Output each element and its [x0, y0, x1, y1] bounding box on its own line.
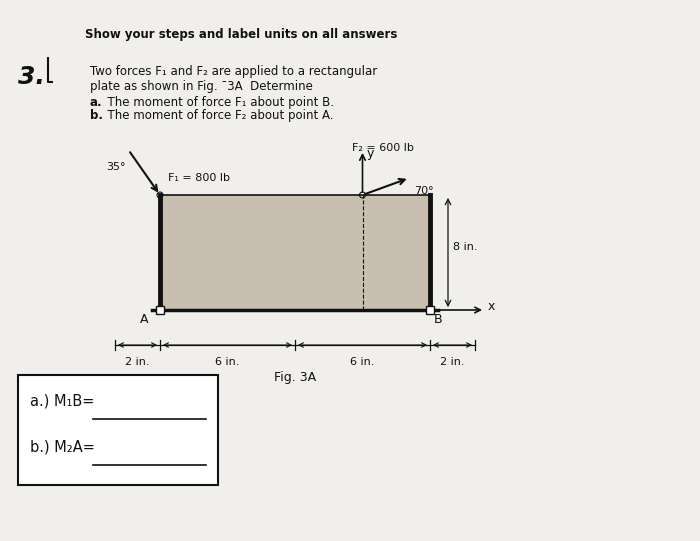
Text: 6 in.: 6 in.: [216, 357, 239, 367]
Text: 70°: 70°: [414, 186, 434, 196]
Text: plate as shown in Fig. ¯3A  Determine: plate as shown in Fig. ¯3A Determine: [90, 80, 313, 93]
Text: b.: b.: [90, 109, 103, 122]
Text: The moment of force F₁ about point B.: The moment of force F₁ about point B.: [100, 96, 334, 109]
Text: a.) M₁B=: a.) M₁B=: [30, 393, 94, 408]
Text: Two forces F₁ and F₂ are applied to a rectangular: Two forces F₁ and F₂ are applied to a re…: [90, 65, 377, 78]
Text: 2 in.: 2 in.: [125, 357, 150, 367]
Text: F₁ = 800 lb: F₁ = 800 lb: [168, 173, 230, 183]
Text: 35°: 35°: [106, 162, 126, 172]
Text: 2 in.: 2 in.: [440, 357, 465, 367]
Text: A: A: [139, 313, 148, 326]
Text: F₂ = 600 lb: F₂ = 600 lb: [353, 143, 414, 153]
Text: 8 in.: 8 in.: [453, 242, 477, 252]
Text: The moment of force F₂ about point A.: The moment of force F₂ about point A.: [100, 109, 333, 122]
Text: 6 in.: 6 in.: [350, 357, 374, 367]
Text: y: y: [367, 147, 374, 160]
Text: a.: a.: [90, 96, 103, 109]
Bar: [160, 195, 430, 310]
Bar: [426, 306, 434, 314]
Bar: [156, 306, 164, 314]
Text: b.) M₂A=: b.) M₂A=: [30, 440, 95, 455]
Text: 3.: 3.: [18, 65, 45, 89]
Text: B: B: [434, 313, 442, 326]
Text: x: x: [488, 300, 496, 313]
Text: Fig. 3A: Fig. 3A: [274, 371, 316, 384]
Bar: [18, 375, 218, 485]
Text: Show your steps and label units on all answers: Show your steps and label units on all a…: [85, 28, 398, 41]
